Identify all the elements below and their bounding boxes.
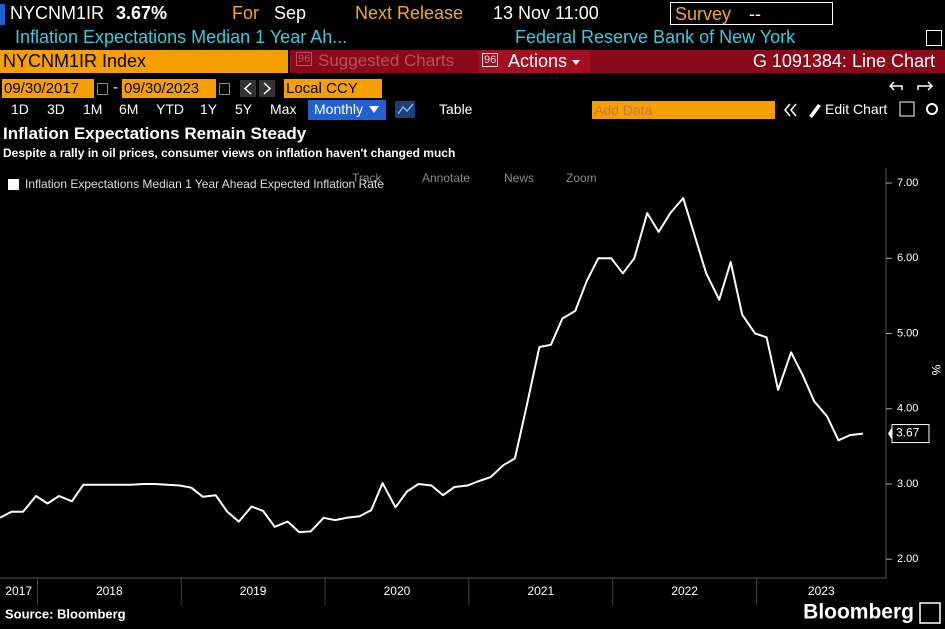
edit-chart[interactable]: Edit Chart	[825, 101, 888, 117]
last-value: 3.67%	[116, 3, 168, 23]
security-name: Inflation Expectations Median 1 Year Ah.…	[15, 27, 348, 47]
chart-title: Inflation Expectations Remain Steady	[3, 124, 307, 143]
add-data: Add Data	[594, 102, 653, 118]
y-tick-label: 7.00	[897, 177, 918, 189]
period-button[interactable]: Max	[270, 101, 297, 117]
ticker-marker	[0, 4, 5, 25]
calendar-icon[interactable]	[219, 83, 230, 95]
end-date: 09/30/2023	[124, 80, 200, 97]
suggested-code: 96	[296, 52, 313, 66]
survey-label: Survey	[675, 4, 732, 24]
y-tick-label: 2.00	[897, 553, 918, 565]
security: NYCNM1IR Index	[3, 51, 147, 71]
period-button[interactable]: 1M	[83, 101, 103, 117]
legend-swatch	[8, 179, 19, 190]
x-tick-label: 2020	[384, 584, 411, 598]
y-tick-label: 5.00	[897, 327, 918, 339]
survey-box[interactable]: Survey --	[670, 2, 833, 25]
period-button[interactable]: 1D	[11, 101, 29, 117]
suggested-charts[interactable]: Suggested Charts	[318, 51, 455, 70]
brand: Bloomberg	[803, 601, 914, 624]
start-date-field[interactable]: 09/30/2017	[2, 79, 94, 98]
for-value: Sep	[274, 3, 307, 23]
period-button[interactable]: YTD	[156, 101, 184, 117]
source-org: Federal Reserve Bank of New York	[515, 27, 796, 47]
expand-icon[interactable]	[926, 30, 942, 46]
series-line	[0, 197, 864, 534]
currency-field[interactable]: Local CCY	[284, 79, 382, 98]
actions-code: 96	[482, 53, 499, 67]
chart-tool[interactable]: Zoom	[566, 171, 597, 185]
chart-subtitle: Despite a rally in oil prices, consumer …	[3, 146, 456, 160]
add-data-field[interactable]: Add Data	[592, 101, 775, 119]
end-date-field[interactable]: 09/30/2023	[122, 79, 216, 98]
function-name: G 1091384: Line Chart	[752, 51, 935, 71]
x-tick-label: 2018	[96, 584, 123, 598]
last-value-label: 3.67	[896, 426, 920, 440]
chart-tool[interactable]: Track	[352, 171, 383, 185]
y-tick-label: 4.00	[897, 403, 918, 415]
next-release-label: Next Release	[355, 3, 464, 23]
start-date: 09/30/2017	[4, 80, 80, 97]
source: Source: Bloomberg	[5, 606, 126, 621]
ticker: NYCNM1IR	[10, 3, 105, 23]
period-button[interactable]: 3D	[47, 101, 65, 117]
period-button[interactable]: 5Y	[235, 101, 253, 117]
calendar-icon[interactable]	[97, 83, 108, 95]
x-tick-label: 2023	[808, 584, 835, 598]
x-tick-label: 2022	[671, 584, 698, 598]
last-value-box	[891, 424, 930, 444]
legend-label: Inflation Expectations Median 1 Year Ahe…	[25, 177, 384, 191]
security-field[interactable]: NYCNM1IR Index	[0, 50, 288, 73]
period-button[interactable]: 6M	[119, 101, 139, 117]
frequency: Monthly	[314, 101, 364, 117]
brand-icon[interactable]	[919, 602, 941, 624]
next-release: 13 Nov 11:00	[493, 3, 599, 23]
period-button[interactable]: 1Y	[200, 101, 218, 117]
for-label: For	[232, 3, 259, 23]
actions-label: Actions	[508, 51, 568, 71]
chart-tool[interactable]: News	[504, 171, 534, 185]
x-tick-label: 2021	[527, 584, 554, 598]
survey-value: --	[749, 4, 761, 24]
actions-arrow	[572, 60, 580, 65]
chart-tool[interactable]: Annotate	[422, 171, 470, 185]
function-bar	[290, 50, 945, 73]
table-button[interactable]: Table	[439, 101, 473, 117]
x-tick-label: 2019	[240, 584, 267, 598]
currency: Local CCY	[286, 80, 358, 97]
date-separator: -	[113, 79, 118, 96]
y-tick-label: 3.00	[897, 478, 918, 490]
x-tick-label: 2017	[5, 584, 32, 598]
y-axis-label: %	[929, 365, 943, 376]
actions-button[interactable]: 96 Actions	[478, 50, 590, 73]
y-tick-label: 6.00	[897, 252, 918, 264]
